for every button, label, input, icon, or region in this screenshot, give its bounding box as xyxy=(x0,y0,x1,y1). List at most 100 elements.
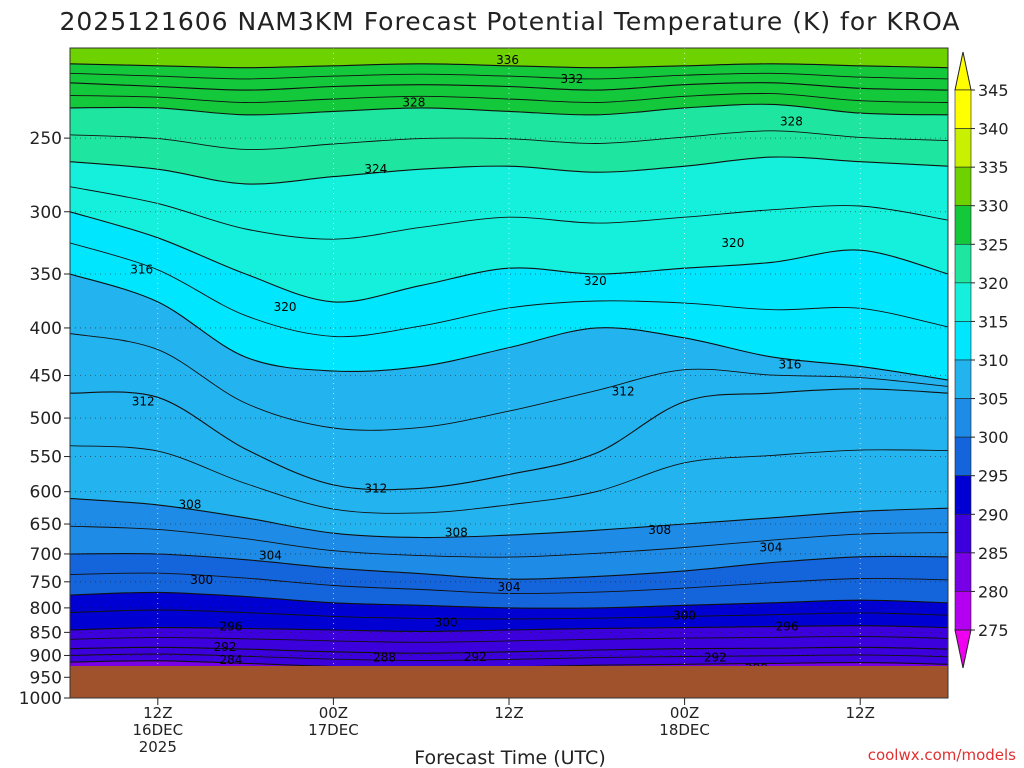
y-tick-label: 400 xyxy=(30,319,62,339)
x-tick-label: 16DEC xyxy=(133,721,184,739)
y-tick-label: 500 xyxy=(30,409,62,429)
y-tick-label: 300 xyxy=(30,203,62,223)
colorbar-segment xyxy=(954,321,972,361)
band-fill-336 xyxy=(70,48,948,68)
contour-label: 312 xyxy=(132,395,155,409)
isentrope-324 xyxy=(70,156,948,185)
colorbar-segment xyxy=(954,436,972,477)
colorbar-label: 320 xyxy=(978,274,1009,293)
isentrope-334 xyxy=(70,72,948,80)
colorbar-segment xyxy=(954,282,972,322)
colorbar-segment xyxy=(954,166,972,207)
contour-label: 300 xyxy=(673,608,696,622)
isentrope-306 xyxy=(70,525,948,558)
contour-label: 304 xyxy=(498,580,521,594)
contour-label: 288 xyxy=(745,661,768,675)
contour-label: 296 xyxy=(220,620,243,634)
contour-label: 300 xyxy=(435,615,458,629)
y-tick-label: 1000 xyxy=(19,689,62,709)
x-tick-label: 12Z xyxy=(143,704,172,722)
contour-label: 320 xyxy=(584,274,607,288)
colorbar-label: 335 xyxy=(978,158,1009,177)
contour-label: 328 xyxy=(402,96,425,110)
y-tick-label: 450 xyxy=(30,367,62,387)
y-tick-label: 700 xyxy=(30,545,62,565)
credit-text: coolwx.com/models xyxy=(868,746,1016,764)
colorbar-segment xyxy=(954,552,972,592)
colorbar-label: 295 xyxy=(978,467,1009,486)
contour-label: 292 xyxy=(214,640,237,654)
contour-label: 316 xyxy=(779,358,802,372)
contour-label: 332 xyxy=(560,72,583,86)
contour-label: 312 xyxy=(612,384,635,398)
isentrope-314 xyxy=(70,333,948,431)
y-axis: 250 300 350 400 450 500 550 600 650 700 750 800 850 9… xyxy=(19,129,70,709)
colorbar-segment xyxy=(954,243,972,284)
colorbar: 345 340 335 330 325 320 315 310 305 300 295 290 285 2… xyxy=(954,51,1009,669)
isentrope-310 xyxy=(70,445,948,514)
y-tick-label: 550 xyxy=(30,448,62,468)
potential-temperature-fills xyxy=(70,48,948,670)
contour-label: 304 xyxy=(759,541,782,555)
isentrope-328 xyxy=(70,103,948,116)
colorbar-label: 330 xyxy=(978,197,1009,216)
y-tick-label: 350 xyxy=(30,265,62,285)
y-tick-label: 850 xyxy=(30,623,62,643)
contour-label: 320 xyxy=(274,300,297,314)
isentrope-294 xyxy=(70,636,948,643)
colorbar-segment xyxy=(954,513,972,554)
colorbar-segment xyxy=(954,128,972,168)
isentrope-312 xyxy=(70,388,948,491)
grid-lines xyxy=(70,48,948,670)
x-tick-label: 18DEC xyxy=(659,721,710,739)
contour-labels: 336 332 328 328 324 320 320 320 316 316 312 312 312 3… xyxy=(130,53,803,675)
isentrope-contours xyxy=(70,63,948,670)
colorbar-label: 285 xyxy=(978,544,1009,563)
x-tick-label: 17DEC xyxy=(308,721,359,739)
colorbar-label: 310 xyxy=(978,351,1009,370)
y-tick-label: 650 xyxy=(30,515,62,535)
contour-label: 296 xyxy=(776,620,799,634)
contour-label: 292 xyxy=(464,650,487,664)
contour-label: 308 xyxy=(648,523,671,537)
chart-title: 2025121606 NAM3KM Forecast Potential Tem… xyxy=(60,7,961,36)
x-tick-label: 12Z xyxy=(846,704,875,722)
y-tick-label: 250 xyxy=(30,129,62,149)
ground-below-surface xyxy=(70,666,948,698)
y-tick-label: 900 xyxy=(30,646,62,666)
isentrope-290 xyxy=(70,653,948,661)
contour-label: 288 xyxy=(373,651,396,665)
x-tick-label: 00Z xyxy=(319,704,348,722)
contour-label: 312 xyxy=(364,481,387,495)
colorbar-label: 280 xyxy=(978,582,1009,601)
isentrope-322 xyxy=(70,186,948,240)
colorbar-segment xyxy=(954,398,972,438)
y-tick-label: 750 xyxy=(30,573,62,593)
isentrope-316 xyxy=(70,273,948,381)
colorbar-segment xyxy=(954,205,972,245)
x-tick-label: 12Z xyxy=(494,704,523,722)
colorbar-label: 275 xyxy=(978,621,1009,640)
colorbar-segment xyxy=(954,359,972,399)
isentrope-304 xyxy=(70,553,948,580)
colorbar-label: 340 xyxy=(978,120,1009,139)
isentrope-308 xyxy=(70,497,948,539)
isentrope-300 xyxy=(70,591,948,609)
y-tick-label: 800 xyxy=(30,599,62,619)
isentrope-332 xyxy=(70,82,948,91)
x-axis-label: Forecast Time (UTC) xyxy=(414,747,605,768)
colorbar-label: 345 xyxy=(978,81,1009,100)
colorbar-max-arrow xyxy=(954,51,972,91)
y-tick-label: 950 xyxy=(30,668,62,688)
colorbar-label: 305 xyxy=(978,390,1009,409)
isentrope-296 xyxy=(70,625,948,632)
colorbar-label: 325 xyxy=(978,235,1009,254)
contour-label: 308 xyxy=(445,526,468,540)
contour-label: 304 xyxy=(259,549,282,563)
contour-label: 324 xyxy=(364,162,387,176)
colorbar-min-arrow xyxy=(954,629,972,669)
colorbar-label: 300 xyxy=(978,428,1009,447)
contour-label: 300 xyxy=(190,573,213,587)
